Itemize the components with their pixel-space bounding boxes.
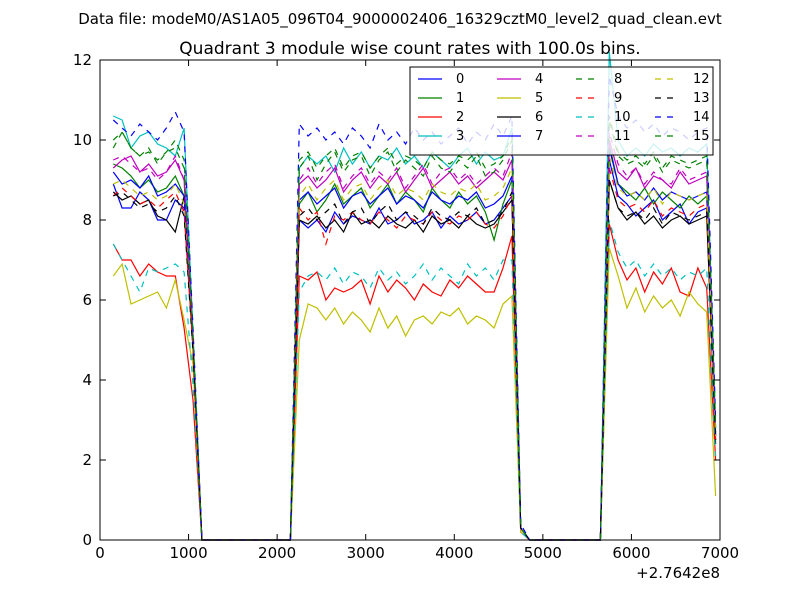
chart-title: Quadrant 3 module wise count rates with …	[179, 39, 640, 59]
y-tick-label: 8	[82, 211, 92, 229]
legend-label-8: 8	[614, 72, 622, 87]
legend-label-5: 5	[535, 91, 543, 106]
x-tick-label: 4000	[435, 544, 473, 562]
y-tick-label: 12	[73, 51, 92, 69]
legend-box	[409, 66, 714, 156]
x-tick-label: 2000	[258, 544, 296, 562]
y-tick-label: 2	[82, 451, 92, 469]
legend-label-12: 12	[693, 72, 710, 87]
legend-label-14: 14	[693, 110, 710, 125]
y-tick-label: 10	[73, 131, 92, 149]
legend-label-1: 1	[456, 91, 464, 106]
chart-suptitle: Data file: modeM0/AS1A05_096T04_90000024…	[78, 10, 722, 29]
legend-label-4: 4	[535, 72, 543, 87]
legend-label-6: 6	[535, 110, 543, 125]
x-tick-label: 0	[95, 544, 105, 562]
legend-label-3: 3	[456, 129, 464, 144]
series-line-9	[112, 167, 717, 541]
legend-label-11: 11	[614, 129, 631, 144]
y-tick-label: 6	[82, 291, 92, 309]
legend-label-2: 2	[456, 110, 464, 125]
x-tick-label: 6000	[612, 544, 650, 562]
legend-label-13: 13	[693, 91, 710, 106]
x-tick-label: 5000	[524, 544, 562, 562]
y-tick-label: 4	[82, 371, 92, 389]
legend-label-15: 15	[693, 129, 710, 144]
x-tick-label: 7000	[701, 544, 739, 562]
legend-label-0: 0	[456, 72, 464, 87]
x-tick-label: 3000	[347, 544, 385, 562]
y-tick-label: 0	[82, 531, 92, 549]
legend-label-10: 10	[614, 110, 631, 125]
legend-label-7: 7	[535, 129, 543, 144]
x-offset-label: +2.7642e8	[636, 564, 720, 582]
legend-label-9: 9	[614, 91, 622, 106]
x-tick-label: 1000	[169, 544, 207, 562]
